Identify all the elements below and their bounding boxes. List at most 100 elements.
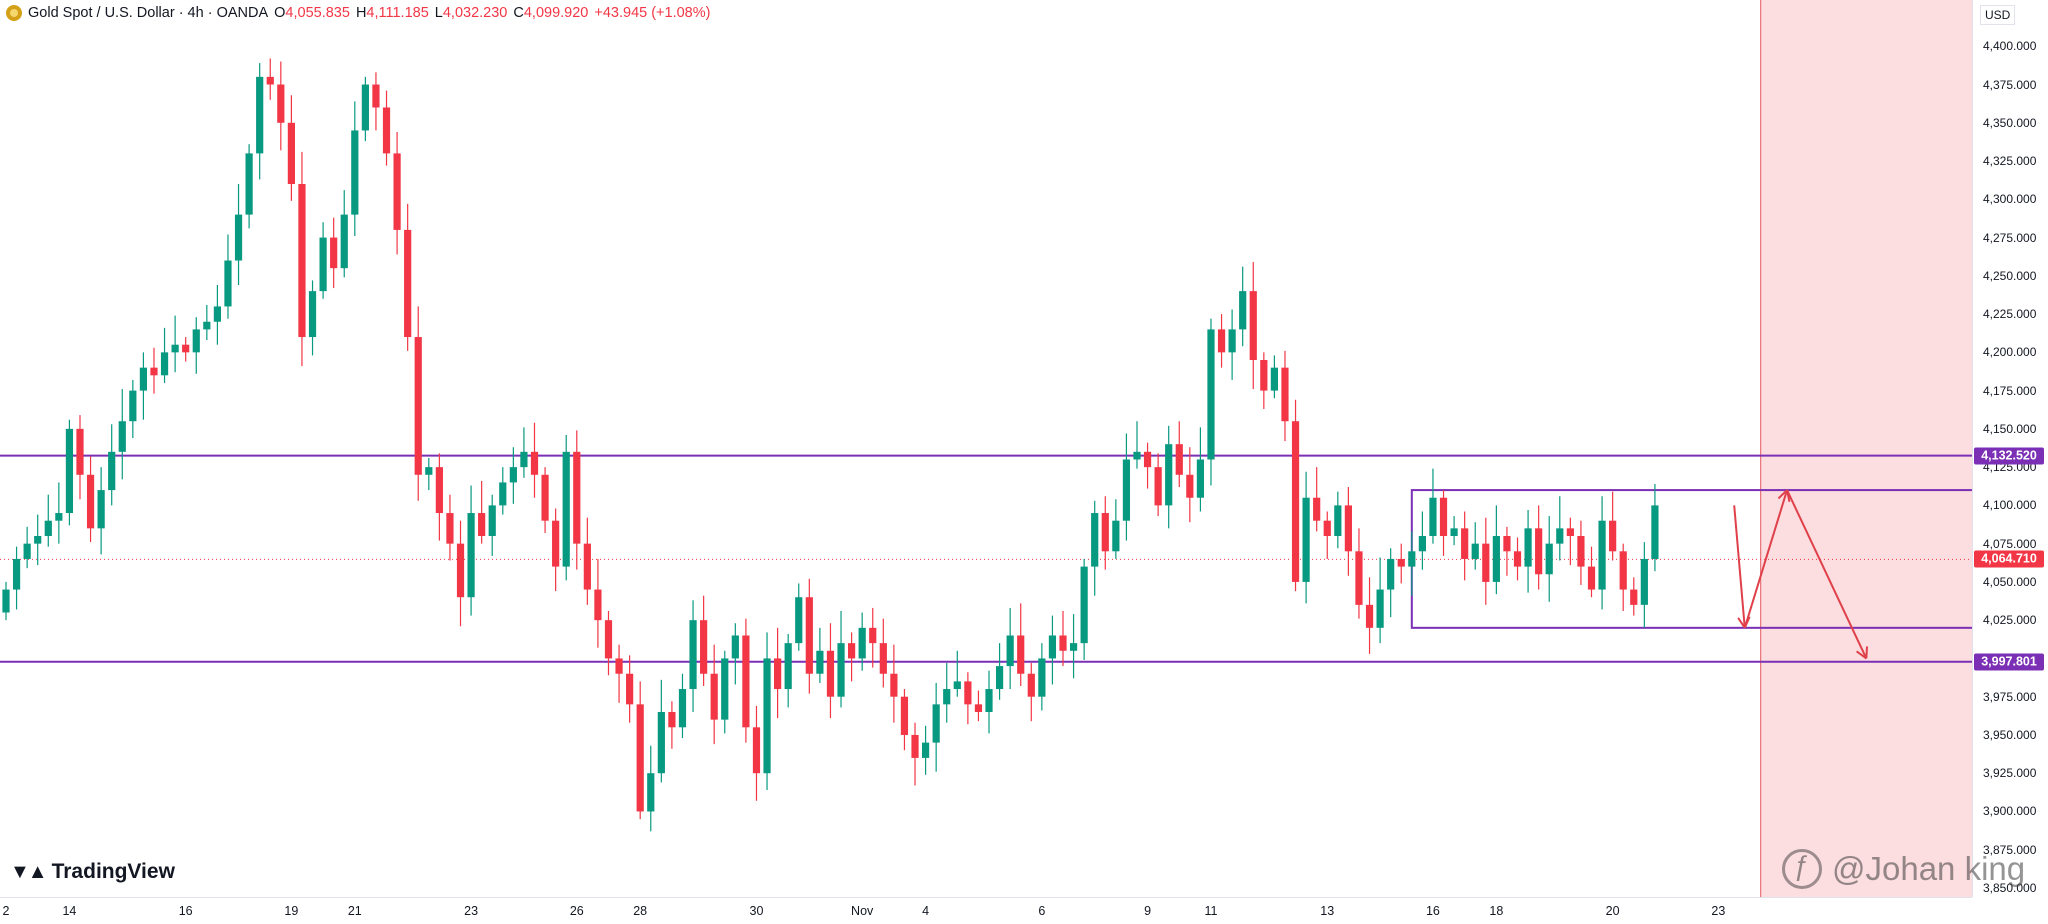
future-zone-shading [1760, 0, 1972, 897]
candle-body [562, 451, 570, 567]
tradingview-logo[interactable]: ▼▲ TradingView [10, 860, 175, 884]
candle-body [763, 658, 771, 774]
candle-body [203, 321, 211, 330]
candle-body [594, 589, 602, 621]
candle-body [1471, 543, 1479, 559]
candle-body [330, 237, 338, 269]
close-value: 4,099.920 [523, 5, 589, 21]
candle-body [382, 107, 391, 154]
low-value: 4,032.230 [442, 5, 508, 21]
candle-body [1640, 558, 1648, 605]
x-tick-label: 9 [1144, 904, 1152, 918]
candle-body [340, 214, 348, 269]
y-tick-label: 4,025.000 [1983, 613, 2037, 628]
candle-body [1556, 528, 1564, 544]
gold-coin-icon [6, 5, 22, 21]
candle-body [1186, 474, 1194, 498]
candle-body [1450, 528, 1458, 536]
candle-body [287, 122, 295, 184]
candle-body [1461, 528, 1469, 559]
x-tick-label: 19 [284, 904, 299, 918]
open-label: O [274, 5, 286, 21]
y-tick-label: 3,900.000 [1983, 804, 2037, 819]
projection-arrows[interactable] [1733, 489, 1869, 660]
candle-body [404, 229, 412, 338]
currency-button[interactable]: USD [1980, 5, 2016, 25]
watermark-icon [1782, 849, 1822, 889]
candle-body [1038, 658, 1046, 697]
candle-body [118, 421, 126, 452]
y-tick-label: 4,100.000 [1983, 498, 2037, 513]
candle-body [1439, 497, 1448, 536]
candle-body [1323, 520, 1331, 536]
candle-body [742, 635, 750, 728]
candle-body [425, 467, 433, 475]
candle-body [795, 597, 803, 644]
candle-body [1630, 589, 1638, 605]
candle-body [858, 627, 866, 659]
x-tick-label: 16 [178, 904, 193, 918]
candle-body [1397, 558, 1405, 567]
candle-body [1355, 551, 1363, 605]
projection-segment [1786, 489, 1868, 659]
candle-body [604, 620, 613, 659]
candle-body [530, 451, 539, 475]
x-tick-label: 26 [569, 904, 584, 918]
y-tick-label: 4,200.000 [1983, 345, 2037, 360]
symbol-legend[interactable]: Gold Spot / U.S. Dollar · 4h · OANDA O 4,… [6, 5, 710, 21]
candle-body [1080, 566, 1088, 644]
candle-body [234, 214, 243, 261]
candle-body [308, 291, 317, 338]
candle-body [573, 451, 581, 544]
high-value: 4,111.185 [366, 5, 429, 21]
candle-body [869, 627, 877, 644]
y-tick-label: 4,350.000 [1983, 115, 2037, 130]
time-scale[interactable] [0, 897, 1972, 924]
candle-body [351, 130, 359, 215]
x-tick-label: Nov [851, 904, 874, 918]
candle-body [1017, 635, 1025, 674]
candle-body [488, 505, 496, 536]
candle-body [1196, 459, 1205, 498]
low-label: L [434, 5, 443, 21]
candle-body [995, 666, 1004, 690]
candle-body [446, 513, 454, 544]
candle-body [509, 467, 517, 483]
candle-body [890, 673, 898, 697]
candle-body [1334, 505, 1342, 536]
candle-body [731, 635, 739, 659]
y-tick-label: 4,275.000 [1983, 230, 2037, 245]
candle-body [1143, 451, 1152, 468]
candle-body [974, 704, 983, 712]
candle-body [1376, 589, 1384, 628]
candle-body [1069, 643, 1078, 651]
y-tick-label: 4,300.000 [1983, 192, 2037, 207]
candle-body [1344, 505, 1352, 552]
candle-body [615, 658, 623, 674]
x-tick-label: 30 [749, 904, 764, 918]
candle-body [34, 536, 42, 544]
candle-body [266, 76, 274, 85]
candle-body [182, 344, 190, 353]
chart-area[interactable] [0, 0, 1972, 897]
candle-body [879, 643, 887, 674]
arrow-head [1737, 617, 1746, 629]
candle-body [23, 543, 31, 559]
candle-body [816, 650, 824, 674]
candle-body [150, 367, 158, 376]
x-tick-label: 23 [464, 904, 479, 918]
candle-body [478, 513, 486, 536]
candle-body [1154, 467, 1162, 506]
candle-body [171, 344, 179, 353]
candle-body [1577, 536, 1585, 567]
candle-body [1122, 459, 1131, 521]
support-price-label: 3,997.801 [1974, 653, 2044, 671]
x-tick-label: 21 [347, 904, 362, 918]
candle-body [552, 520, 560, 567]
candle-body [647, 773, 655, 812]
candle-body [456, 543, 465, 598]
candle-body [1365, 604, 1374, 628]
open-value: 4,055.835 [285, 5, 350, 21]
arrow-head [1856, 650, 1867, 660]
candle-body [657, 712, 665, 774]
